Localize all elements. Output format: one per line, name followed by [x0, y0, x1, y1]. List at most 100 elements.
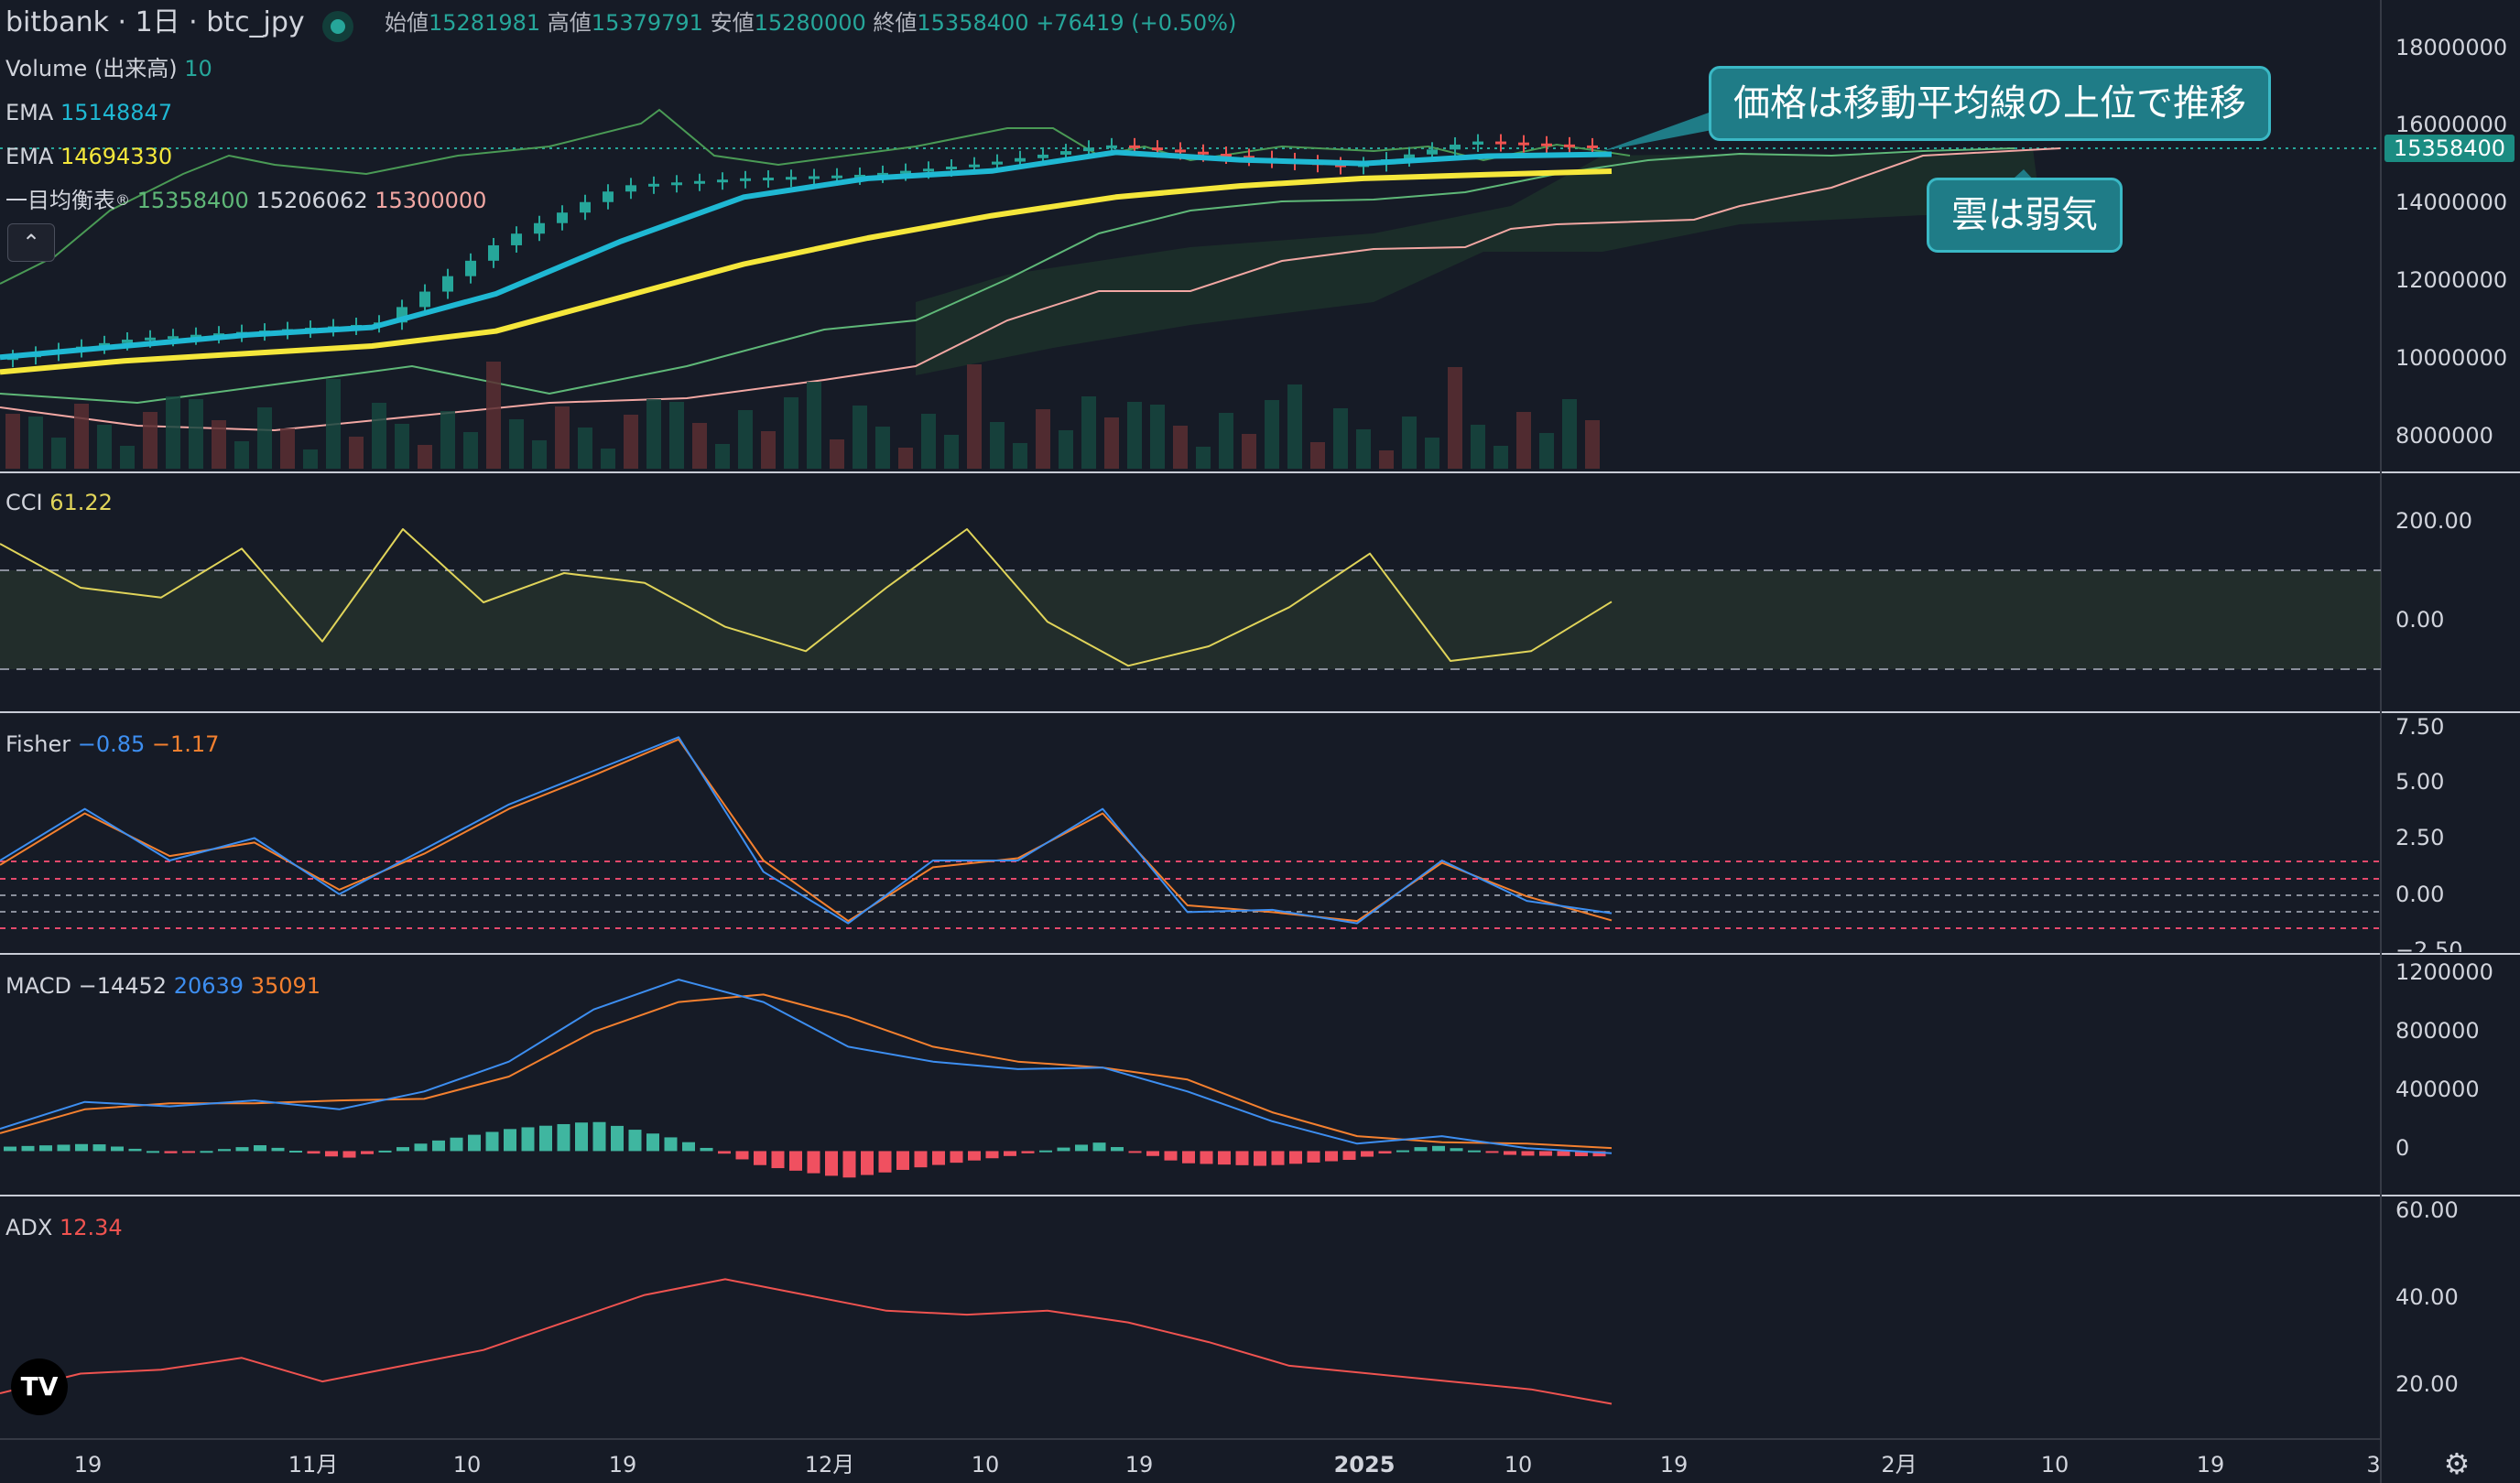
volume-bar — [532, 440, 547, 469]
legend-volume[interactable]: Volume (出来高) 10 — [5, 55, 212, 82]
legend-collapse-button[interactable]: ⌃ — [7, 223, 55, 262]
macd-histogram-bar — [789, 1151, 802, 1171]
candle — [557, 212, 568, 223]
time-axis-label[interactable]: 19 — [2196, 1452, 2225, 1478]
macd-histogram-bar — [218, 1149, 231, 1152]
candle — [1427, 149, 1438, 155]
candle — [99, 342, 110, 347]
cci-legend[interactable]: CCI 61.22 — [5, 489, 113, 516]
volume-bar — [349, 437, 364, 469]
time-axis-label[interactable]: 10 — [1504, 1452, 1533, 1478]
macd-histogram-bar — [1271, 1151, 1285, 1165]
volume-bar — [1059, 430, 1073, 469]
callout-trend-note[interactable]: 価格は移動平均線の上位で推移 — [1709, 66, 2271, 141]
time-axis-label[interactable]: 19 — [608, 1452, 637, 1478]
macd-histogram-bar — [735, 1151, 749, 1160]
macd-histogram-bar — [754, 1151, 766, 1165]
time-axis-label[interactable]: 3 — [2366, 1452, 2381, 1478]
volume-bar — [1333, 408, 1348, 469]
candle — [809, 176, 820, 179]
time-axis-label[interactable]: 11月 — [288, 1452, 339, 1478]
macd-histogram-bar — [128, 1148, 142, 1152]
time-axis-label[interactable]: 10 — [971, 1452, 1000, 1478]
candle — [946, 167, 957, 170]
volume-bar — [303, 449, 318, 469]
cci-axis-label[interactable]: 200.00 — [2395, 508, 2472, 534]
price-axis-label[interactable]: 16000000 — [2395, 112, 2508, 137]
ichimoku-info-icon[interactable]: ® — [115, 191, 130, 209]
candle — [1495, 141, 1506, 145]
price-axis-label[interactable]: 18000000 — [2395, 35, 2508, 60]
cci-axis-label[interactable]: 0.00 — [2395, 607, 2445, 633]
macd-histogram-bar — [646, 1133, 659, 1152]
volume-bar — [1356, 429, 1371, 469]
volume-bar — [807, 382, 821, 469]
candle — [625, 185, 636, 192]
adx-axis-label[interactable]: 40.00 — [2395, 1284, 2459, 1310]
price-axis-label[interactable]: 10000000 — [2395, 345, 2508, 371]
fisher-axis-label[interactable]: −2.50 — [2395, 937, 2463, 952]
volume-bar — [28, 417, 43, 469]
macd-legend[interactable]: MACD −14452 20639 35091 — [5, 972, 320, 1000]
volume-bar — [1402, 417, 1417, 469]
adx-axis-label[interactable]: 20.00 — [2395, 1371, 2459, 1397]
fisher-axis-label[interactable]: 5.00 — [2395, 769, 2445, 795]
fisher-axis-label[interactable]: 2.50 — [2395, 825, 2445, 850]
macd-histogram-bar — [1468, 1150, 1481, 1153]
price-axis-label[interactable]: 12000000 — [2395, 267, 2508, 293]
candle — [1335, 164, 1346, 168]
time-axis-label[interactable]: 12月 — [804, 1452, 855, 1478]
legend-ema-fast[interactable]: EMA 15148847 — [5, 99, 172, 126]
ichimoku-v1: 15358400 — [136, 188, 249, 213]
ema2-value: 14694330 — [60, 144, 173, 169]
volume-bar — [669, 402, 684, 469]
legend-ema-slow[interactable]: EMA 14694330 — [5, 143, 172, 170]
candle — [1106, 145, 1117, 148]
fisher-axis-label[interactable]: 7.50 — [2395, 714, 2445, 740]
volume-bar — [898, 448, 913, 469]
time-axis-label[interactable]: 2月 — [1881, 1452, 1917, 1478]
symbol-title[interactable]: bitbank · 1日 · btc_jpy — [5, 6, 305, 38]
time-axis-label[interactable]: 10 — [2040, 1452, 2069, 1478]
macd-histogram-bar — [896, 1151, 909, 1170]
volume-bar — [1287, 384, 1302, 469]
macd-axis-label[interactable]: 800000 — [2395, 1018, 2480, 1044]
candle — [1037, 154, 1048, 158]
macd-histogram-bar — [985, 1151, 999, 1159]
time-axis-label[interactable]: 2025 — [1333, 1452, 1396, 1478]
macd-histogram-bar — [361, 1151, 374, 1154]
price-axis-label[interactable]: 8000000 — [2395, 423, 2493, 449]
change-value: +76419 (+0.50%) — [1036, 10, 1237, 36]
market-status-icon[interactable] — [322, 11, 353, 42]
current-price-tag[interactable]: 15358400 — [2384, 135, 2515, 162]
adx-legend[interactable]: ADX 12.34 — [5, 1214, 123, 1241]
legend-ichimoku[interactable]: 一目均衡表® 15358400 15206062 15300000 — [5, 187, 486, 214]
macd-value-3: 35091 — [250, 973, 321, 999]
cci-label: CCI — [5, 490, 43, 515]
fisher-line — [0, 736, 1613, 925]
volume-bar — [1013, 443, 1027, 469]
macd-axis-label[interactable]: 1200000 — [2395, 959, 2493, 985]
time-axis-label[interactable]: 10 — [452, 1452, 482, 1478]
macd-histogram-bar — [914, 1151, 928, 1168]
price-axis-label[interactable]: 14000000 — [2395, 189, 2508, 215]
adx-axis-label[interactable]: 60.00 — [2395, 1197, 2459, 1223]
callout-cloud-note[interactable]: 雲は弱気 — [1927, 178, 2123, 253]
volume-bar — [1242, 434, 1256, 469]
volume-bar — [5, 414, 20, 469]
time-axis-label[interactable]: 19 — [73, 1452, 103, 1478]
macd-histogram-bar — [771, 1151, 785, 1169]
close-value: 15358400 — [917, 10, 1029, 36]
settings-gear-icon[interactable]: ⚙ — [2443, 1446, 2471, 1481]
time-axis-label[interactable]: 19 — [1124, 1452, 1154, 1478]
volume-bar — [1104, 417, 1119, 469]
volume-bar — [944, 435, 959, 469]
time-axis-label[interactable]: 19 — [1659, 1452, 1689, 1478]
fisher-axis-label[interactable]: 0.00 — [2395, 882, 2445, 907]
volume-bar — [418, 445, 432, 469]
tradingview-logo[interactable]: TV — [11, 1359, 68, 1415]
fisher-legend[interactable]: Fisher −0.85 −1.17 — [5, 731, 219, 758]
macd-axis-label[interactable]: 400000 — [2395, 1077, 2480, 1102]
macd-axis-label[interactable]: 0 — [2395, 1135, 2410, 1161]
